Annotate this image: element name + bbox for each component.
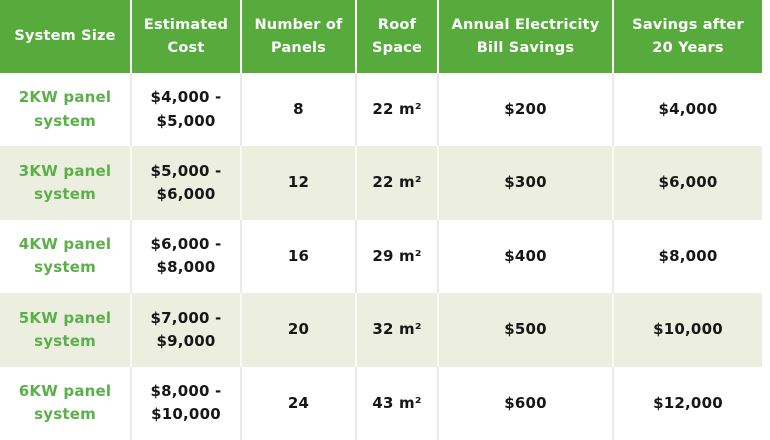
cell-estimated-cost: $8,000 - $10,000 — [130, 366, 240, 440]
cell-number-of-panels: 8 — [240, 73, 355, 147]
table-row-4kw: 4KW panel system $6,000 - $8,000 16 29 m… — [0, 219, 762, 294]
cost-line-2: $5,000 — [156, 111, 216, 130]
cell-roof-space: 43 m² — [355, 366, 437, 440]
cell-system-size: 4KW panel system — [18, 235, 112, 277]
cell-estimated-cost: $5,000 - $6,000 — [130, 146, 240, 220]
header-cell-number-of-panels: Number of Panels — [240, 0, 355, 73]
cost-line-2: $6,000 — [156, 185, 216, 204]
cell-savings-20-years: $6,000 — [612, 146, 762, 220]
cell-savings-20-years: $10,000 — [612, 293, 762, 367]
cell-estimated-cost: $4,000 - $5,000 — [130, 73, 240, 147]
cost-line-1: $7,000 - — [150, 308, 222, 327]
header-cell-estimated-cost: Estimated Cost — [130, 0, 240, 73]
cell-number-of-panels: 16 — [240, 219, 355, 294]
header-cell-roof-space: Roof Space — [355, 0, 437, 73]
cell-estimated-cost: $6,000 - $8,000 — [130, 219, 240, 294]
cell-savings-20-years: $8,000 — [612, 219, 762, 294]
table-row-3kw: 3KW panel system $5,000 - $6,000 12 22 m… — [0, 146, 762, 220]
table-row-6kw: 6KW panel system $8,000 - $10,000 24 43 … — [0, 366, 762, 440]
header-cell-system-size: System Size — [14, 28, 116, 45]
cell-estimated-cost: $7,000 - $9,000 — [130, 293, 240, 367]
cell-annual-savings: $200 — [437, 73, 612, 147]
cell-system-size: 6KW panel system — [18, 382, 112, 424]
table-row-5kw: 5KW panel system $7,000 - $9,000 20 32 m… — [0, 293, 762, 367]
cost-line-1: $4,000 - — [150, 88, 222, 107]
cost-line-1: $5,000 - — [150, 161, 222, 180]
cell-number-of-panels: 20 — [240, 293, 355, 367]
cell-system-size: 3KW panel system — [18, 161, 112, 204]
cell-roof-space: 22 m² — [355, 73, 437, 147]
cost-line-2: $9,000 — [156, 331, 216, 350]
cost-line-1: $6,000 - — [150, 235, 222, 254]
table-body: 2KW panel system $4,000 - $5,000 8 22 m²… — [0, 73, 762, 440]
table-header-row: System Size Estimated Cost Number of Pan… — [0, 0, 762, 73]
table-row-2kw: 2KW panel system $4,000 - $5,000 8 22 m²… — [0, 73, 762, 147]
cost-line-2: $8,000 — [156, 258, 216, 277]
cell-savings-20-years: $12,000 — [612, 366, 762, 440]
cost-line-1: $8,000 - — [150, 382, 222, 401]
cell-annual-savings: $400 — [437, 219, 612, 294]
cell-annual-savings: $300 — [437, 146, 612, 220]
cell-number-of-panels: 24 — [240, 366, 355, 440]
cell-system-size: 5KW panel system — [18, 308, 112, 350]
cell-annual-savings: $600 — [437, 366, 612, 440]
cell-roof-space: 22 m² — [355, 146, 437, 220]
cell-savings-20-years: $4,000 — [612, 73, 762, 147]
cell-annual-savings: $500 — [437, 293, 612, 367]
header-cell-annual-bill-savings: Annual Electricity Bill Savings — [437, 0, 612, 73]
cell-roof-space: 29 m² — [355, 219, 437, 294]
cell-system-size: 2KW panel system — [18, 88, 112, 130]
cell-number-of-panels: 12 — [240, 146, 355, 220]
cost-line-2: $10,000 — [151, 405, 221, 424]
cell-roof-space: 32 m² — [355, 293, 437, 367]
header-cell-savings-20-years: Savings after 20 Years — [612, 0, 762, 73]
